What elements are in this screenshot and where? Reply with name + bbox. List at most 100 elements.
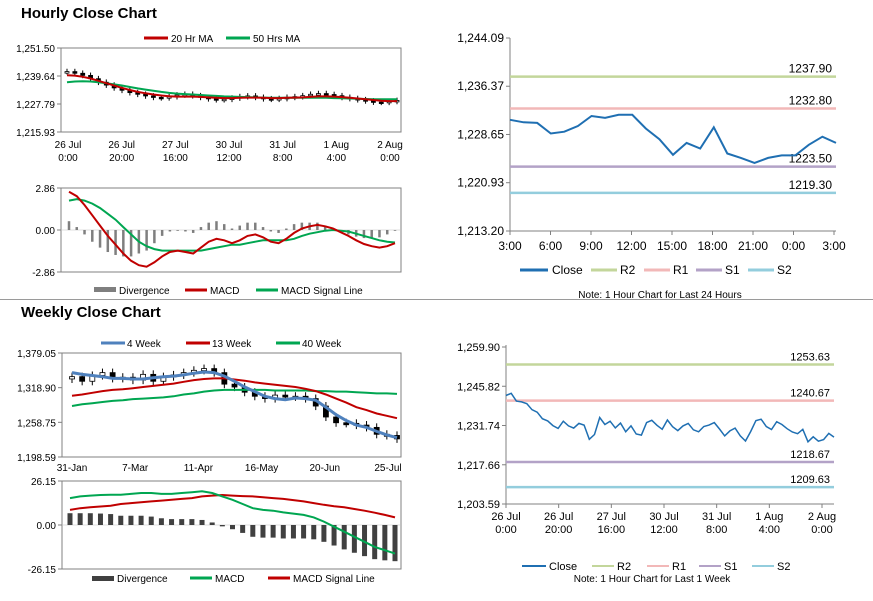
y-tick-label: 1,251.50 [16,44,55,55]
candle-body [221,98,227,102]
divergence-bar [67,221,71,230]
divergence-bar [316,222,319,230]
level-label-s1: 1223.50 [789,152,833,166]
x-tick-label-time: 16:00 [163,153,188,164]
divergence-bar [321,525,327,542]
divergence-bar [118,515,124,525]
y-tick-label: -2.86 [32,268,55,279]
wk4-line [71,370,398,440]
y-tick-label: 1,215.93 [16,128,55,139]
macd-line [68,190,396,268]
legend-label-4-week: 4 Week [127,339,162,350]
divergence-bar [122,230,125,257]
legend-label-13-week: 13 Week [212,339,252,350]
legend-label-divergence: Divergence [117,574,168,585]
hourly-price-chart: 20 Hr MA 50 Hrs MA 1,251.50 1,239.64 1,227… [16,34,403,164]
weekly-note: Note: 1 Hour Chart for Last 1 Week [574,574,732,585]
candle-body [80,72,86,76]
legend-label-r1: R1 [673,263,689,277]
divergence-bar [168,230,172,232]
y-tick-label: 1,220.93 [457,176,504,190]
divergence-bar [128,515,134,525]
divergence-bar [215,221,218,230]
legend-label-s2: S2 [777,561,790,573]
divergence-bar [392,525,398,562]
divergence-bar [331,525,337,546]
divergence-bar [277,230,280,233]
divergence-bar [97,513,103,525]
divergence-bar [230,525,235,530]
close-line [509,113,837,164]
x-tick-label-date: 26 Jul [491,511,520,523]
x-tick-label: 0:00 [782,239,806,253]
divergence-bar [323,225,327,230]
candle-body [378,101,384,104]
divergence-bar [179,519,185,525]
candle-body [308,93,313,97]
macd-line [69,490,396,555]
x-tick-label-date: 27 Jul [162,140,189,151]
level-label-s1: 1218.67 [790,449,830,461]
legend-label-50hr-ma: 50 Hrs MA [253,34,301,45]
y-tick-label: 1,231.74 [457,421,500,433]
y-tick-label: 1,198.59 [17,453,56,464]
candle-body [282,394,289,398]
divergence-bar [285,228,288,230]
level-label-r2: 1253.63 [790,351,830,363]
y-tick-label: 1,227.79 [16,100,55,111]
x-tick-label-time: 12:00 [650,524,678,536]
divergence-bar [191,230,195,233]
y-tick-label: 1,203.59 [457,499,500,511]
divergence-bar [108,514,114,525]
divergence-bar [176,230,179,231]
x-tick-label: 15:00 [657,239,687,253]
y-tick-label: 1,318.90 [17,384,56,395]
divergence-bar [138,515,144,525]
x-tick-label-date: 1 Aug [755,511,783,523]
divergence-bar [382,525,388,561]
x-tick-label-date: 2 Aug [377,140,403,151]
x-tick-label-time: 4:00 [759,524,780,536]
plot-frame [61,352,402,458]
legend-swatch-divergence [94,287,116,292]
divergence-bar [219,525,225,527]
y-tick-label: 1,228.65 [457,127,504,141]
wk13-line [71,377,398,420]
candle-body [151,95,156,98]
candle-body [343,422,350,426]
divergence-bar [199,227,203,230]
divergence-bar [129,230,133,257]
divergence-bar [169,519,175,525]
legend-label-20hr-ma: 20 Hr MA [171,34,214,45]
x-tick-label-time: 8:00 [273,153,293,164]
x-tick-label: 12:00 [616,239,646,253]
candle-body [72,71,78,74]
x-tick-label-time: 0:00 [380,153,400,164]
divergence-bar [145,230,148,251]
y-tick-label: 1,244.09 [457,31,504,45]
y-tick-label: 1,379.05 [17,349,56,360]
y-tick-label: 1,239.64 [16,72,55,83]
divergence-bar [222,224,226,230]
x-tick-label-date: 31 Jul [269,140,296,151]
x-tick-label-date: 26 Jul [108,140,135,151]
wk40-line [71,388,398,407]
divergence-bar [385,230,389,235]
hourly-levels-chart: 1,244.09 1,236.37 1,228.65 1,220.93 1,213.20… [457,31,846,300]
divergence-bar [87,513,93,525]
weekly-levels-chart: 1,259.90 1,245.82 1,231.74 1,217.66 1,203.59… [457,342,836,585]
divergence-bar [270,525,276,538]
x-tick-label-time: 0:00 [811,524,832,536]
x-tick-label: 9:00 [579,239,603,253]
legend-label-signal: MACD Signal Line [281,286,363,297]
divergence-bar [238,225,242,230]
y-tick-label: 0.00 [36,226,56,237]
weekly-macd-chart: 26.15 0.00 -26.15 Divergence MACD MACD Sig… [28,477,402,585]
weekly-price-chart: 4 Week 13 Week 40 Week 1,379.05 1,318.90 1… [17,339,402,474]
divergence-bar [83,230,86,235]
y-tick-label: 26.15 [31,477,56,488]
x-tick-label: 25-Jul [374,463,401,474]
legend-label-close: Close [549,561,577,573]
divergence-bar [148,516,154,525]
level-label-s2: 1219.30 [789,178,833,192]
